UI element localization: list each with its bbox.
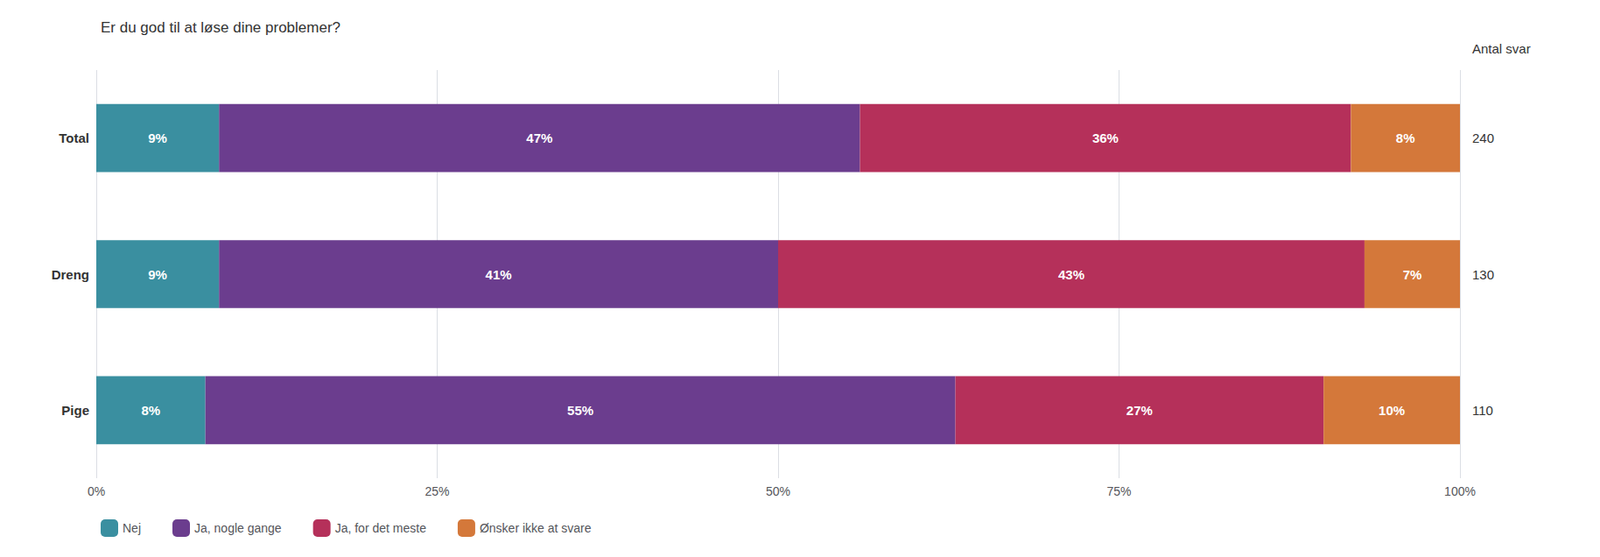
svg-text:7%: 7% bbox=[1403, 266, 1423, 282]
svg-text:55%: 55% bbox=[567, 402, 594, 418]
svg-text:Pige: Pige bbox=[61, 402, 90, 418]
svg-text:41%: 41% bbox=[485, 266, 513, 282]
svg-text:27%: 27% bbox=[1126, 402, 1153, 418]
svg-text:130: 130 bbox=[1472, 266, 1495, 282]
svg-text:Antal svar: Antal svar bbox=[1472, 41, 1531, 57]
svg-text:100%: 100% bbox=[1444, 484, 1476, 499]
svg-text:36%: 36% bbox=[1092, 130, 1119, 146]
svg-text:Dreng: Dreng bbox=[51, 266, 90, 282]
svg-text:50%: 50% bbox=[765, 484, 791, 499]
svg-text:9%: 9% bbox=[147, 266, 168, 282]
svg-text:8%: 8% bbox=[1396, 130, 1416, 146]
svg-text:Ja, nogle gange: Ja, nogle gange bbox=[194, 520, 282, 535]
svg-text:Ja, for det meste: Ja, for det meste bbox=[335, 520, 427, 535]
svg-text:Total: Total bbox=[58, 130, 90, 146]
svg-text:Ønsker ikke at svare: Ønsker ikke at svare bbox=[479, 520, 592, 535]
svg-text:0%: 0% bbox=[87, 484, 106, 499]
svg-text:75%: 75% bbox=[1106, 484, 1131, 499]
svg-text:10%: 10% bbox=[1378, 402, 1405, 418]
svg-text:110: 110 bbox=[1472, 402, 1494, 418]
svg-text:8%: 8% bbox=[140, 402, 161, 418]
svg-text:43%: 43% bbox=[1058, 266, 1085, 282]
svg-text:240: 240 bbox=[1472, 130, 1495, 146]
svg-text:47%: 47% bbox=[526, 130, 553, 146]
svg-text:Nej: Nej bbox=[122, 520, 141, 535]
svg-text:Er du god til at løse dine pro: Er du god til at løse dine problemer? bbox=[100, 19, 341, 36]
svg-text:9%: 9% bbox=[147, 130, 168, 146]
svg-text:25%: 25% bbox=[424, 484, 450, 499]
